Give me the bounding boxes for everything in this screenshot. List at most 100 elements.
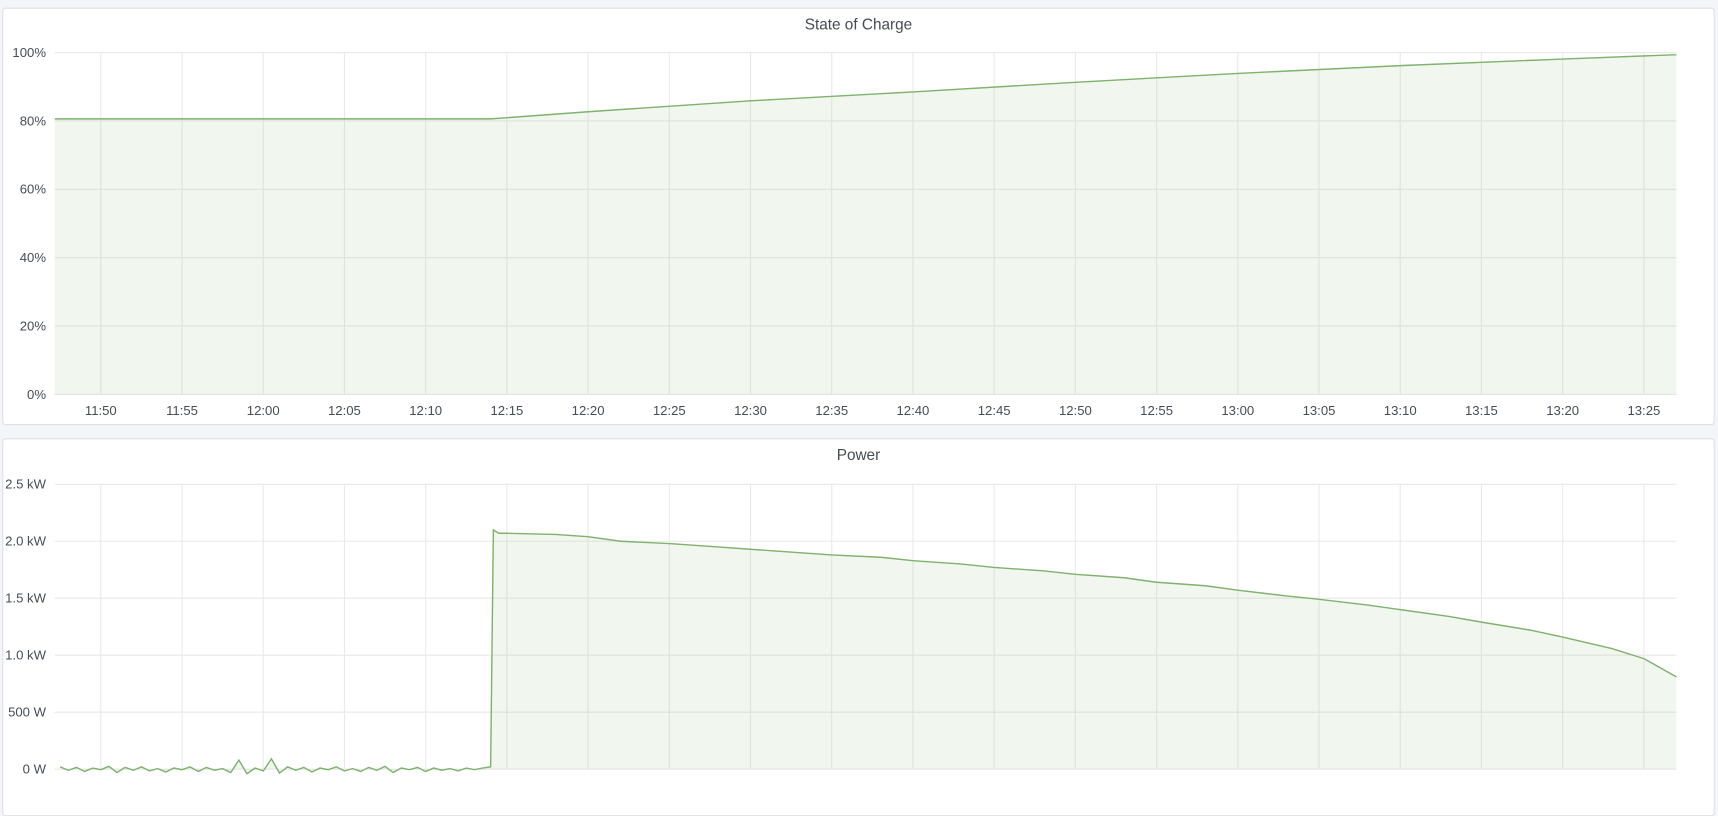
data-point xyxy=(125,767,126,768)
data-point xyxy=(587,536,588,537)
data-point xyxy=(133,770,134,771)
series-area xyxy=(60,529,1677,774)
data-point xyxy=(912,560,913,561)
data-point xyxy=(92,767,93,768)
data-point xyxy=(449,768,450,769)
data-point xyxy=(84,771,85,772)
x-tick-label: 12:25 xyxy=(653,403,686,418)
power-chart: 0 W 500 W 1.0 kW 1.5 kW 2.0 kW 2.5 kW xyxy=(5,477,1677,777)
data-point xyxy=(263,770,264,771)
data-point xyxy=(287,766,288,767)
y-tick-label: 1.0 kW xyxy=(5,648,46,663)
data-point xyxy=(506,533,507,534)
data-point xyxy=(1400,65,1401,66)
data-point xyxy=(474,769,475,770)
data-point xyxy=(620,541,621,542)
data-point xyxy=(181,769,182,770)
data-point xyxy=(433,767,434,768)
data-point xyxy=(319,767,320,768)
y-tick-label: 0 W xyxy=(23,762,47,777)
x-tick-label: 13:20 xyxy=(1546,403,1579,418)
x-tick-label: 12:50 xyxy=(1059,403,1092,418)
state-of-charge-chart: 0% 20% 40% 60% 80% 100% 11:50 11:55 12:00 12:05 12… xyxy=(12,45,1677,418)
data-point xyxy=(238,759,239,760)
data-point xyxy=(1611,648,1612,649)
data-point xyxy=(457,770,458,771)
data-point xyxy=(1075,82,1076,83)
data-point xyxy=(1075,574,1076,575)
data-point xyxy=(490,766,491,767)
series-line xyxy=(54,53,1677,120)
data-point xyxy=(1481,622,1482,623)
data-point xyxy=(482,767,483,768)
data-point xyxy=(1205,585,1206,586)
data-point xyxy=(587,111,588,112)
data-point xyxy=(441,770,442,771)
data-point xyxy=(279,772,280,773)
x-tick-label: 13:10 xyxy=(1384,403,1417,418)
data-point xyxy=(76,767,77,768)
y-tick-label: 2.5 kW xyxy=(5,477,46,492)
x-tick-label: 12:45 xyxy=(978,403,1011,418)
y-tick-label: 40% xyxy=(20,250,47,265)
data-point xyxy=(1156,582,1157,583)
data-point xyxy=(417,767,418,768)
data-point xyxy=(669,543,670,544)
data-point xyxy=(750,549,751,550)
data-point xyxy=(206,767,207,768)
x-tick-label: 12:30 xyxy=(734,403,767,418)
data-point xyxy=(222,768,223,769)
data-point xyxy=(198,771,199,772)
data-point xyxy=(352,768,353,769)
panel-title[interactable]: State of Charge xyxy=(804,15,913,33)
data-point xyxy=(393,772,394,773)
data-point xyxy=(108,766,109,767)
data-point xyxy=(311,771,312,772)
data-point xyxy=(717,546,718,547)
x-tick-label: 12:15 xyxy=(490,403,523,418)
y-tick-label: 20% xyxy=(20,318,47,333)
data-point xyxy=(401,767,402,768)
panel-title[interactable]: Power xyxy=(836,445,881,464)
data-point xyxy=(493,529,494,530)
data-point xyxy=(1676,676,1677,677)
data-point xyxy=(1237,73,1238,74)
data-point xyxy=(466,767,467,768)
data-point xyxy=(328,769,329,770)
power-panel: Power 0 W 500 W 1.0 kW 1.5 kW 2.0 kW 2.5 kW xyxy=(2,438,1715,816)
data-point xyxy=(384,766,385,767)
x-tick-label: 12:00 xyxy=(247,403,280,418)
data-point xyxy=(376,770,377,771)
data-point xyxy=(1562,58,1563,59)
data-point xyxy=(1123,577,1124,578)
data-point xyxy=(1318,599,1319,600)
x-tick-label: 13:25 xyxy=(1627,403,1660,418)
x-tick-label: 12:55 xyxy=(1140,403,1173,418)
data-point xyxy=(1562,636,1563,637)
data-point xyxy=(1042,570,1043,571)
data-point xyxy=(368,767,369,768)
data-point xyxy=(100,769,101,770)
y-tick-label: 2.0 kW xyxy=(5,534,46,549)
data-point xyxy=(498,533,499,534)
data-point xyxy=(230,772,231,773)
x-tick-label: 12:40 xyxy=(897,403,930,418)
data-point xyxy=(295,770,296,771)
data-point xyxy=(165,771,166,772)
data-point xyxy=(149,770,150,771)
data-point xyxy=(60,766,61,767)
data-point xyxy=(303,767,304,768)
x-tick-label: 13:15 xyxy=(1465,403,1498,418)
data-point xyxy=(1676,54,1677,55)
data-point xyxy=(1367,604,1368,605)
state-of-charge-panel: State of Charge 0% 20% 40% 60% 80% 100% 11:50 1… xyxy=(2,7,1715,426)
x-tick-label: 12:10 xyxy=(409,403,442,418)
data-point xyxy=(189,766,190,767)
y-tick-label: 500 W xyxy=(8,705,47,720)
y-tick-label: 100% xyxy=(12,45,46,60)
data-point xyxy=(1448,616,1449,617)
x-tick-label: 13:00 xyxy=(1221,403,1254,418)
x-tick-label: 12:20 xyxy=(572,403,605,418)
data-point xyxy=(214,770,215,771)
x-tick-label: 11:55 xyxy=(166,403,198,418)
